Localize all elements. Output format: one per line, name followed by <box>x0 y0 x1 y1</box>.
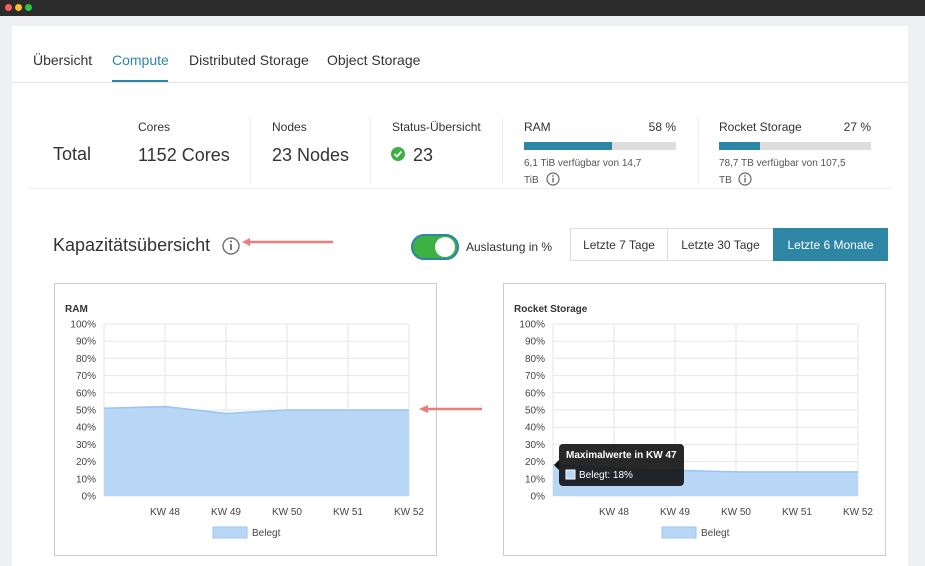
chart-title: Rocket Storage <box>514 304 588 315</box>
x-tick-label: KW 52 <box>843 507 873 518</box>
x-tick-label: KW 51 <box>782 507 812 518</box>
y-tick-label: 60% <box>76 388 96 399</box>
area-line <box>103 405 409 415</box>
summary-row <box>30 98 890 189</box>
y-tick-label: 50% <box>76 406 96 417</box>
status-value: 23 <box>413 145 434 165</box>
cores-value: 1152 Cores <box>138 145 230 165</box>
legend-label: Belegt <box>701 528 730 539</box>
ram-detail: TiB <box>524 175 539 186</box>
range-button[interactable]: Letzte 7 Tage <box>570 228 668 261</box>
legend-label: Belegt <box>252 528 281 539</box>
info-icon[interactable] <box>546 172 560 186</box>
sep <box>370 118 371 184</box>
ram-percent: 58 % <box>648 120 676 134</box>
y-tick-label: 70% <box>76 371 96 382</box>
tooltip-swatch <box>565 469 576 480</box>
tab[interactable]: Übersicht <box>33 52 93 68</box>
ram-bar-fill <box>524 142 613 150</box>
tab[interactable]: Compute <box>112 52 169 68</box>
arrow-annotation <box>419 405 482 413</box>
tab[interactable]: Object Storage <box>327 52 421 68</box>
range-button[interactable]: Letzte 30 Tage <box>667 228 774 261</box>
y-tick-label: 40% <box>525 423 545 434</box>
x-tick-label: KW 51 <box>333 507 363 518</box>
info-annotation <box>222 237 333 255</box>
rocket-percent: 27 % <box>843 120 871 134</box>
minimize-dot[interactable] <box>15 4 22 11</box>
sep <box>502 118 503 184</box>
y-tick-label: 90% <box>76 337 96 348</box>
chart-panel: Rocket Storage 0% 10% 20% 30% 40% 50% 60% 70% 80%… <box>503 283 886 556</box>
tooltip-pointer <box>554 460 559 470</box>
nodes-label: Nodes <box>272 120 307 134</box>
window-bar <box>0 0 925 16</box>
ram-detail: 6,1 TiB verfügbar von 14,7 <box>524 158 642 169</box>
rocket-detail: 78,7 TB verfügbar von 107,5 <box>719 158 846 169</box>
legend-swatch <box>212 526 248 539</box>
x-tick-label: KW 48 <box>599 507 629 518</box>
rocket-label: Rocket Storage <box>719 120 802 134</box>
section-title: Kapazitätsübersicht <box>53 235 211 255</box>
tooltip-title: Maximalwerte in KW 47 <box>566 450 677 461</box>
rocket-detail: TB <box>719 175 732 186</box>
chart-panel: RAM 0% 10% 20% 30% 40% 50% 60% 70% 80% 90% 100% KW 4… <box>54 283 437 556</box>
y-tick-label: 10% <box>525 474 545 485</box>
y-tick-label: 20% <box>525 457 545 468</box>
x-tick-label: KW 50 <box>272 507 302 518</box>
y-tick-label: 0% <box>531 492 546 503</box>
status-label: Status-Übersicht <box>392 120 481 134</box>
legend-swatch <box>661 526 697 539</box>
info-icon[interactable] <box>738 172 752 186</box>
x-tick-label: KW 52 <box>394 507 424 518</box>
y-tick-label: 100% <box>70 320 96 331</box>
y-tick-label: 60% <box>525 388 545 399</box>
y-tick-label: 80% <box>76 354 96 365</box>
x-tick-label: KW 50 <box>721 507 751 518</box>
rocket-bar-fill <box>719 142 761 150</box>
tab[interactable]: Distributed Storage <box>189 52 309 68</box>
total: Total <box>53 144 92 164</box>
y-tick-label: 90% <box>525 337 545 348</box>
y-tick-label: 10% <box>76 474 96 485</box>
y-tick-label: 20% <box>76 457 96 468</box>
nodes-value: 23 Nodes <box>272 145 350 165</box>
y-tick-label: 80% <box>525 354 545 365</box>
tooltip-box <box>559 444 684 486</box>
y-tick-label: 100% <box>519 320 545 331</box>
rocket-bar-track <box>719 142 871 150</box>
x-tick-label: KW 49 <box>660 507 690 518</box>
sep <box>250 118 251 184</box>
ram-label: RAM <box>524 120 551 134</box>
ram-bar-track <box>524 142 676 150</box>
range-button[interactable]: Letzte 6 Monate <box>773 228 888 261</box>
chart-title: RAM <box>65 304 88 315</box>
tooltip: Maximalwerte in KW 47 Belegt: 18% <box>554 444 684 486</box>
toggle-label: Auslastung in % <box>466 240 553 254</box>
status-ok-icon <box>391 147 405 161</box>
tab-underline <box>112 80 168 82</box>
chart: RAM 0% 10% 20% 30% 40% 50% 60% 70% 80% 90% 100% KW 4… <box>65 304 424 539</box>
y-tick-label: 0% <box>82 492 97 503</box>
chart: Rocket Storage 0% 10% 20% 30% 40% 50% 60% 70% 80%… <box>514 304 873 539</box>
toggle[interactable] <box>410 232 462 262</box>
zoom-dot[interactable] <box>25 4 32 11</box>
tooltip-label: Belegt: 18% <box>579 470 633 481</box>
cores-label: Cores <box>138 120 171 134</box>
y-tick-label: 30% <box>525 440 545 451</box>
y-tick-label: 30% <box>76 440 96 451</box>
area <box>104 406 409 496</box>
y-tick-label: 50% <box>525 406 545 417</box>
close-dot[interactable] <box>5 4 12 11</box>
x-tick-label: KW 49 <box>211 507 241 518</box>
y-tick-label: 70% <box>525 371 545 382</box>
y-tick-label: 40% <box>76 423 96 434</box>
sep <box>698 118 699 184</box>
x-tick-label: KW 48 <box>150 507 180 518</box>
tab-divider <box>12 82 908 83</box>
